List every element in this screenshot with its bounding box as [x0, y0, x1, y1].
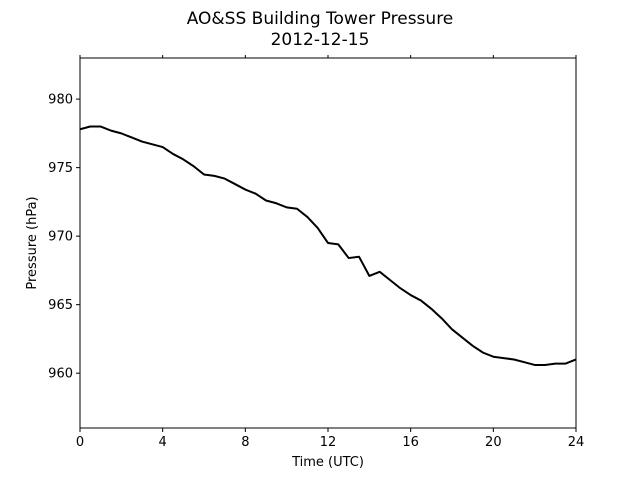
- y-tick-label-965: 965: [48, 298, 73, 313]
- plot-area: 0 4 8 12 16 20 24 960 965 970 975 980: [48, 55, 584, 450]
- x-tick-label-0: 0: [76, 435, 84, 450]
- x-tick-label-8: 8: [241, 435, 249, 450]
- y-tick-label-975: 975: [48, 161, 73, 176]
- series-line-0: [79, 125, 577, 366]
- y-tick-label-960: 960: [48, 367, 73, 382]
- x-tick-label-16: 16: [402, 435, 419, 450]
- y-tick-label-980: 980: [48, 93, 73, 108]
- x-tick-label-24: 24: [568, 435, 585, 450]
- x-tick-label-12: 12: [320, 435, 337, 450]
- chart-subtitle: 2012-12-15: [271, 30, 370, 50]
- chart-title: AO&SS Building Tower Pressure: [187, 9, 454, 29]
- y-tick-label-970: 970: [48, 230, 73, 245]
- x-tick-label-20: 20: [485, 435, 502, 450]
- x-tick-label-4: 4: [159, 435, 167, 450]
- x-axis-label: Time (UTC): [291, 455, 364, 470]
- y-axis-label: Pressure (hPa): [25, 196, 40, 289]
